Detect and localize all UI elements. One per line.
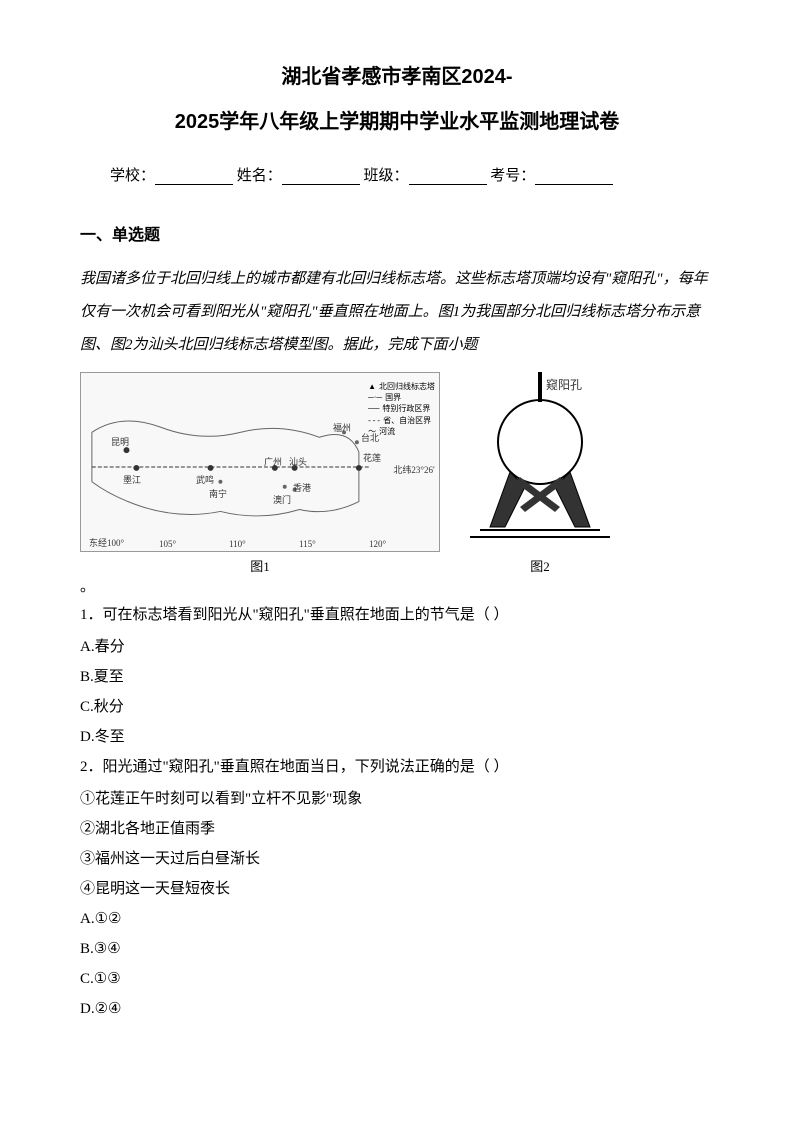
title-main: 湖北省孝感市孝南区2024-	[80, 60, 714, 89]
q2-option-c: C.①③	[80, 964, 714, 994]
figure-1-map: ▲北回归线标志塔 ─·─国界 ──特别行政区界 - - -省、自治区界 ～河流 …	[80, 372, 440, 552]
hole-label: 窥阳孔	[546, 376, 582, 393]
tropic-label: 北纬23°26′	[393, 463, 435, 476]
figure-2-tower: 窥阳孔	[460, 372, 620, 552]
city-fuzhou: 福州	[333, 421, 351, 434]
q2-option-b: B.③④	[80, 934, 714, 964]
figure-2-wrapper: 窥阳孔 图2	[460, 372, 620, 575]
q2-statement-3: ③福州这一天过后白昼渐长	[80, 844, 714, 874]
section-header: 一、单选题	[80, 221, 714, 245]
figures-container: ▲北回归线标志塔 ─·─国界 ──特别行政区界 - - -省、自治区界 ～河流 …	[80, 372, 714, 575]
q2-option-a: A.①②	[80, 904, 714, 934]
figure-1-label: 图1	[80, 556, 440, 575]
city-aomen: 澳门	[273, 493, 291, 506]
city-mojiang: 墨江	[123, 473, 141, 486]
q1-option-d: D.冬至	[80, 722, 714, 752]
period-marker: 。	[80, 575, 714, 596]
q2-statement-4: ④昆明这一天昼短夜长	[80, 874, 714, 904]
city-xianggang: 香港	[293, 481, 311, 494]
school-blank[interactable]	[155, 167, 233, 185]
figure-2-label: 图2	[460, 556, 620, 575]
lon-110: 110°	[229, 539, 246, 549]
name-blank[interactable]	[282, 167, 360, 185]
q1-option-c: C.秋分	[80, 692, 714, 722]
q1-option-a: A.春分	[80, 632, 714, 662]
school-label: 学校：	[110, 168, 155, 184]
examno-blank[interactable]	[535, 167, 613, 185]
city-taibei: 台北	[361, 431, 379, 444]
q1-option-b: B.夏至	[80, 662, 714, 692]
class-label: 班级：	[364, 168, 409, 184]
figure-1-wrapper: ▲北回归线标志塔 ─·─国界 ──特别行政区界 - - -省、自治区界 ～河流 …	[80, 372, 440, 575]
lon-120: 120°	[369, 539, 386, 549]
city-kunming: 昆明	[111, 435, 129, 448]
passage-text: 我国诸多位于北回归线上的城市都建有北回归线标志塔。这些标志塔顶端均设有"窥阳孔"…	[80, 263, 714, 362]
q2-statement-2: ②湖北各地正值雨季	[80, 814, 714, 844]
lon-100: 东经100°	[89, 536, 124, 549]
tower-svg	[460, 372, 620, 552]
map-legend: ▲北回归线标志塔 ─·─国界 ──特别行政区界 - - -省、自治区界 ～河流	[368, 381, 435, 437]
lon-105: 105°	[159, 539, 176, 549]
city-shantou: 汕头	[289, 455, 307, 468]
question-1: 1．可在标志塔看到阳光从"窥阳孔"垂直照在地面上的节气是（ ）	[80, 600, 714, 630]
city-guangzhou: 广州	[264, 455, 282, 468]
class-blank[interactable]	[409, 167, 487, 185]
city-hualian: 花莲	[363, 451, 381, 464]
q2-option-d: D.②④	[80, 994, 714, 1024]
lon-115: 115°	[299, 539, 316, 549]
q2-statement-1: ①花莲正午时刻可以看到"立杆不见影"现象	[80, 784, 714, 814]
examno-label: 考号：	[490, 168, 535, 184]
student-info-line: 学校： 姓名： 班级： 考号：	[80, 164, 714, 185]
name-label: 姓名：	[237, 168, 282, 184]
city-nanning: 南宁	[209, 487, 227, 500]
title-sub: 2025学年八年级上学期期中学业水平监测地理试卷	[80, 105, 714, 134]
city-wuming: 武鸣	[196, 473, 214, 486]
question-2: 2．阳光通过"窥阳孔"垂直照在地面当日，下列说法正确的是（ ）	[80, 752, 714, 782]
